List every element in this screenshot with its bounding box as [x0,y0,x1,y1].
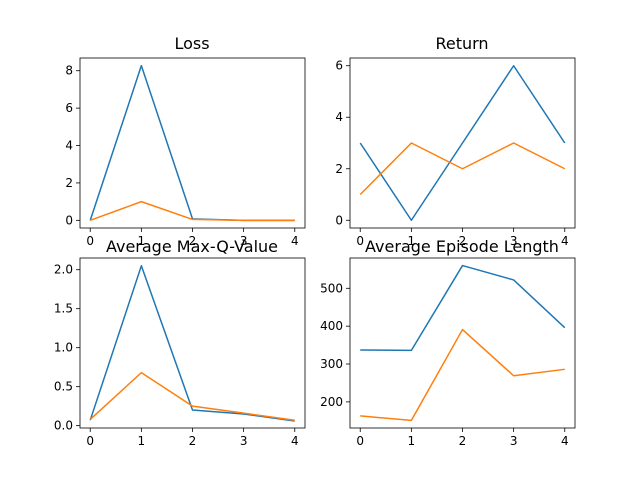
y-tick-label: 2 [335,162,343,176]
y-tick-label: 400 [320,319,343,333]
x-tick-label: 1 [138,234,146,248]
y-tick-label: 300 [320,357,343,371]
subplot-marks: 0 1 2 3 4 0 2 4 6 [335,57,576,248]
x-tick-label: 0 [86,234,94,248]
series-line [360,328,565,422]
x-tick-label: 1 [138,434,146,448]
x-tick-label: 0 [356,234,364,248]
subplot-title: Loss [174,34,209,53]
series-line [89,200,295,222]
y-tick-label: 6 [335,59,343,73]
x-tick-label: 1 [408,434,416,448]
series-line [359,64,566,222]
x-tick-label: 3 [240,234,248,248]
y-tick-label: 0 [65,213,73,227]
y-tick-label: 200 [320,395,343,409]
x-tick-label: 2 [189,434,197,448]
y-tick-label: 2.0 [54,263,73,277]
x-tick-label: 2 [459,234,467,248]
y-tick-label: 0.5 [54,380,73,394]
y-tick-label: 0 [335,213,343,227]
x-tick-label: 2 [459,434,467,448]
y-tick-label: 4 [65,139,73,153]
x-tick-label: 4 [561,434,569,448]
series-line [360,264,566,352]
x-tick-label: 0 [356,434,364,448]
x-tick-label: 4 [561,234,569,248]
subplot-title: Average Episode Length [365,237,559,256]
subplot-marks: 0 1 2 3 4 0.0 0.5 1.0 1.5 2.0 [54,257,306,448]
y-tick-label: 6 [65,101,73,115]
y-tick-label: 2 [65,176,73,190]
y-tick-label: 1.0 [54,341,73,355]
x-tick-label: 1 [408,234,416,248]
subplot-marks: 0 1 2 3 4 200 300 400 500 [320,257,576,448]
y-tick-label: 4 [335,110,343,124]
subplot-title: Average Max-Q-Value [106,237,278,256]
x-tick-label: 2 [189,234,197,248]
y-tick-label: 1.5 [54,302,73,316]
x-tick-label: 4 [291,434,299,448]
x-tick-label: 0 [86,434,94,448]
subplot-title: Return [435,34,488,53]
x-tick-label: 3 [510,234,518,248]
y-tick-label: 0.0 [54,419,73,433]
series-line [89,265,295,422]
subplot-loss: Loss 0 1 2 3 4 0 2 4 6 8 [65,34,306,248]
subplot-return: Return 0 1 2 3 4 0 2 4 6 [335,34,576,248]
y-tick-label: 500 [320,281,343,295]
y-tick-label: 8 [65,64,73,78]
x-tick-label: 3 [240,434,248,448]
subplot-average-max-q-value: Average Max-Q-Value 0 1 2 3 4 0.0 0.5 1.0 1.5 2.0 [54,237,306,448]
x-tick-label: 4 [291,234,299,248]
subplot-average-episode-length: Average Episode Length 0 1 2 3 4 200 300 400 500 [320,237,576,448]
subplot-marks: 0 1 2 3 4 0 2 4 6 8 [65,57,306,248]
x-tick-label: 3 [510,434,518,448]
series-line [89,371,295,421]
series-line [359,142,566,196]
